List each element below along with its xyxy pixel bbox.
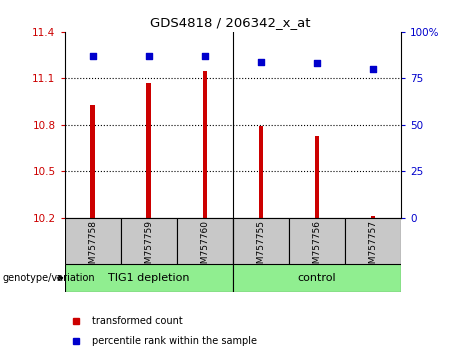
Bar xyxy=(65,264,233,292)
Bar xyxy=(121,218,177,264)
Bar xyxy=(177,218,233,264)
Text: transformed count: transformed count xyxy=(92,316,183,326)
Text: GSM757756: GSM757756 xyxy=(313,220,321,275)
Bar xyxy=(65,218,121,264)
Bar xyxy=(233,264,401,292)
Bar xyxy=(315,136,319,218)
Bar xyxy=(90,105,95,218)
Bar xyxy=(202,70,207,218)
Bar xyxy=(345,218,401,264)
Text: GSM757757: GSM757757 xyxy=(368,220,378,275)
Point xyxy=(201,53,208,59)
Text: genotype/variation: genotype/variation xyxy=(2,273,95,283)
Text: GSM757760: GSM757760 xyxy=(200,220,209,275)
Text: GSM757755: GSM757755 xyxy=(256,220,266,275)
Point xyxy=(369,66,377,72)
Text: GDS4818 / 206342_x_at: GDS4818 / 206342_x_at xyxy=(150,16,311,29)
Bar xyxy=(147,83,151,218)
Point xyxy=(89,53,96,59)
Bar xyxy=(233,218,289,264)
Text: percentile rank within the sample: percentile rank within the sample xyxy=(92,336,257,346)
Point xyxy=(313,61,321,66)
Point xyxy=(257,59,265,64)
Text: control: control xyxy=(298,273,336,283)
Text: GSM757759: GSM757759 xyxy=(144,220,153,275)
Point xyxy=(145,53,152,59)
Text: GSM757758: GSM757758 xyxy=(88,220,97,275)
Bar xyxy=(259,126,263,218)
Bar xyxy=(371,216,375,218)
Text: TIG1 depletion: TIG1 depletion xyxy=(108,273,189,283)
Bar xyxy=(289,218,345,264)
